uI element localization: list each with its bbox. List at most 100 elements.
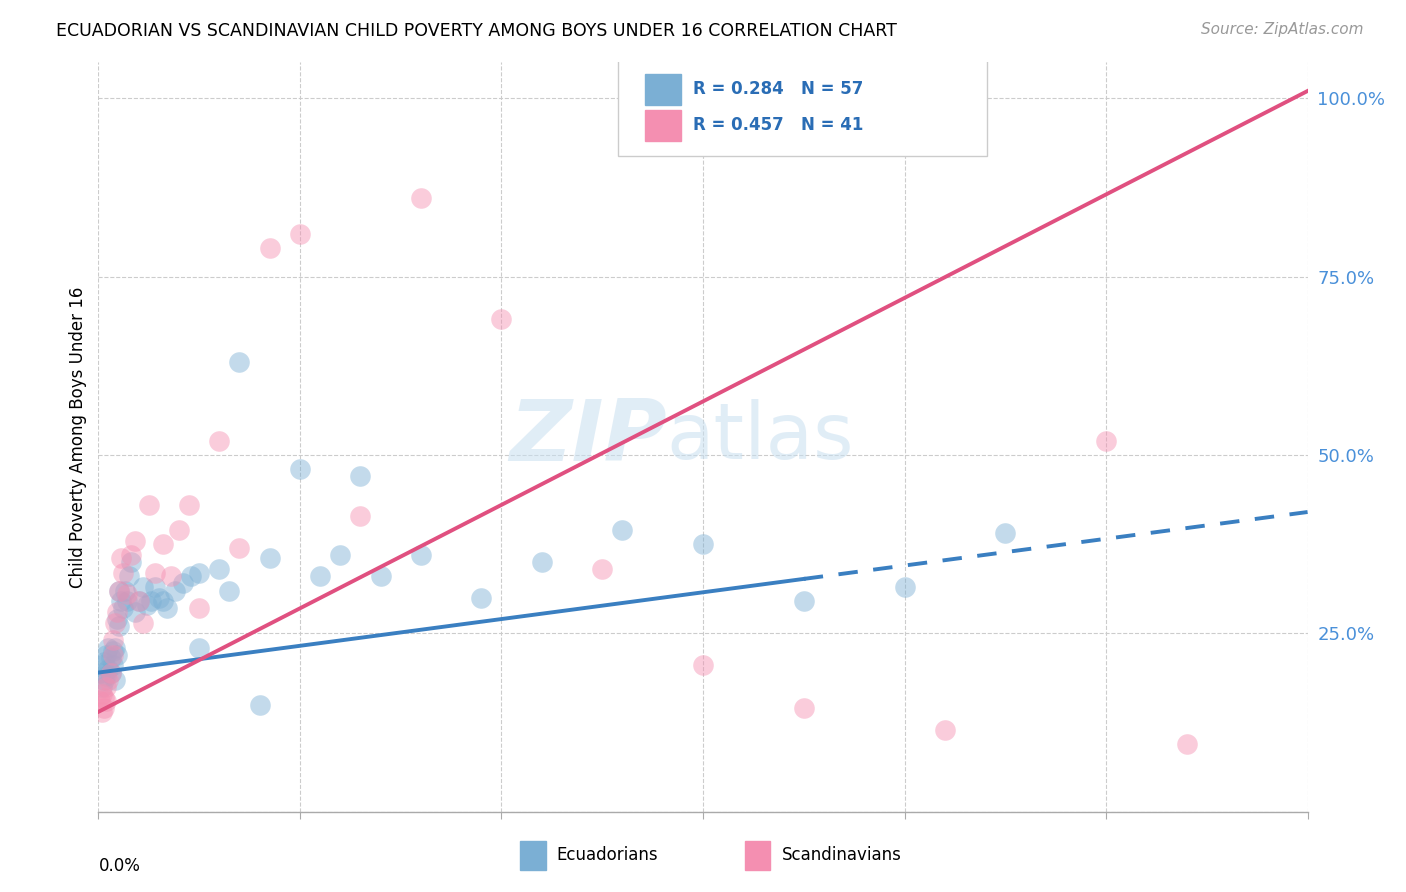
Text: Scandinavians: Scandinavians	[782, 847, 901, 864]
Point	[135, 598, 157, 612]
Point	[409, 548, 432, 562]
Point	[101, 658, 124, 673]
Point	[93, 690, 115, 705]
Point	[530, 555, 553, 569]
Point	[143, 580, 166, 594]
Point	[349, 469, 371, 483]
Point	[793, 701, 815, 715]
Text: R = 0.284   N = 57: R = 0.284 N = 57	[693, 80, 863, 98]
Point	[103, 640, 125, 655]
Point	[132, 615, 155, 630]
Point	[97, 640, 120, 655]
Point	[103, 615, 125, 630]
Point	[105, 648, 128, 662]
Point	[249, 698, 271, 712]
Point	[105, 605, 128, 619]
Text: 0.0%: 0.0%	[98, 856, 141, 875]
Point	[103, 673, 125, 687]
Point	[188, 640, 211, 655]
Point	[128, 594, 150, 608]
Point	[218, 583, 240, 598]
Point	[591, 562, 613, 576]
Point	[188, 566, 211, 580]
Point	[91, 687, 114, 701]
Point	[692, 537, 714, 551]
Point	[96, 694, 118, 708]
Point	[228, 541, 250, 555]
Point	[100, 651, 122, 665]
Point	[111, 601, 134, 615]
Point	[893, 580, 915, 594]
Y-axis label: Child Poverty Among Boys Under 16: Child Poverty Among Boys Under 16	[69, 286, 87, 588]
Point	[793, 594, 815, 608]
Point	[96, 669, 118, 683]
Point	[138, 498, 160, 512]
Point	[110, 594, 132, 608]
Point	[110, 551, 132, 566]
Point	[934, 723, 956, 737]
Point	[994, 526, 1017, 541]
Point	[160, 569, 183, 583]
Point	[114, 583, 136, 598]
Point	[96, 648, 118, 662]
Point	[143, 566, 166, 580]
Point	[124, 533, 146, 548]
Point	[152, 594, 174, 608]
Text: ZIP: ZIP	[509, 395, 666, 479]
Point	[93, 701, 115, 715]
Point	[188, 601, 211, 615]
Point	[100, 665, 122, 680]
Point	[692, 658, 714, 673]
Point	[349, 508, 371, 523]
Point	[93, 655, 115, 669]
Point	[89, 694, 111, 708]
Point	[329, 548, 352, 562]
Point	[120, 548, 142, 562]
FancyBboxPatch shape	[619, 60, 987, 156]
Point	[148, 591, 170, 605]
Point	[172, 576, 194, 591]
Point	[288, 227, 311, 241]
Point	[132, 580, 155, 594]
Point	[491, 312, 513, 326]
Point	[91, 680, 114, 694]
Point	[100, 665, 122, 680]
Point	[139, 594, 162, 608]
Point	[228, 355, 250, 369]
Point	[120, 555, 142, 569]
Point	[259, 241, 281, 255]
Point	[124, 605, 146, 619]
Point	[1175, 737, 1198, 751]
Point	[93, 673, 115, 687]
Point	[101, 644, 124, 658]
Point	[167, 523, 190, 537]
Text: Source: ZipAtlas.com: Source: ZipAtlas.com	[1201, 22, 1364, 37]
Point	[128, 594, 150, 608]
FancyBboxPatch shape	[645, 110, 682, 141]
Point	[409, 191, 432, 205]
Point	[107, 583, 129, 598]
Point	[91, 658, 114, 673]
Point	[97, 673, 120, 687]
Text: atlas: atlas	[666, 399, 855, 475]
Point	[118, 569, 141, 583]
Point	[288, 462, 311, 476]
Point	[470, 591, 492, 605]
FancyBboxPatch shape	[645, 74, 682, 105]
Point	[163, 583, 186, 598]
Point	[101, 633, 124, 648]
Point	[91, 705, 114, 719]
Point	[152, 537, 174, 551]
Text: ECUADORIAN VS SCANDINAVIAN CHILD POVERTY AMONG BOYS UNDER 16 CORRELATION CHART: ECUADORIAN VS SCANDINAVIAN CHILD POVERTY…	[56, 22, 897, 40]
Point	[107, 583, 129, 598]
Point	[115, 587, 138, 601]
Point	[370, 569, 392, 583]
Point	[180, 569, 202, 583]
Point	[89, 665, 111, 680]
Point	[115, 594, 138, 608]
Point	[179, 498, 201, 512]
Point	[105, 612, 128, 626]
Point	[208, 562, 231, 576]
Point	[156, 601, 179, 615]
Text: R = 0.457   N = 41: R = 0.457 N = 41	[693, 116, 863, 135]
